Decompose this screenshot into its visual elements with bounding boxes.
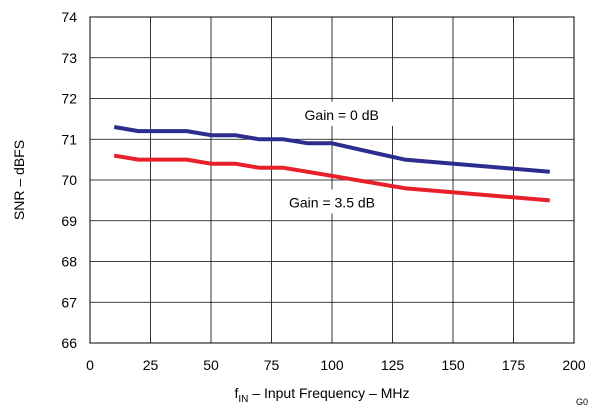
y-tick-label: 73 <box>61 50 77 66</box>
series-line-1 <box>113 125 550 174</box>
y-tick-label: 70 <box>61 172 77 188</box>
x-tick-label: 200 <box>562 357 586 373</box>
plot-frame <box>89 16 575 344</box>
annotation-label: Gain = 0 dB <box>305 107 379 123</box>
series-line-2 <box>113 153 550 203</box>
y-tick-label: 72 <box>61 91 77 107</box>
x-tick-label: 75 <box>264 357 280 373</box>
y-tick-label: 68 <box>61 254 77 270</box>
y-tick-label: 67 <box>61 294 77 310</box>
x-tick-label: 50 <box>203 357 219 373</box>
y-tick-label: 71 <box>61 131 77 147</box>
x-tick-label: 175 <box>502 357 526 373</box>
figure-id: G0 <box>576 397 588 407</box>
y-tick-label: 69 <box>61 213 77 229</box>
x-tick-label: 100 <box>320 357 344 373</box>
x-tick-label: 125 <box>381 357 405 373</box>
x-axis-title-prefix: f <box>235 385 239 401</box>
y-tick-label: 66 <box>61 335 77 351</box>
tick-labels: 0 25 50 75 100 125 150 175 200 66 67 68 69 70 71 72 73 74 <box>61 9 585 373</box>
grid-lines <box>89 16 575 344</box>
x-axis-title-subscript: IN <box>238 394 248 405</box>
x-tick-label: 150 <box>441 357 465 373</box>
annotation-background <box>272 189 392 214</box>
y-axis-title: SNR – dBFS <box>11 140 27 220</box>
x-axis-title: fIN – Input Frequency – MHz <box>235 385 410 405</box>
annotation-background <box>289 101 394 126</box>
annotation-label: Gain = 3.5 dB <box>289 194 375 210</box>
series-layer <box>113 125 550 203</box>
x-axis-title-rest: – Input Frequency – MHz <box>248 385 409 401</box>
x-tick-label: 0 <box>86 357 94 373</box>
annotation-layer: Gain = 0 dB Gain = 3.5 dB <box>272 101 394 214</box>
x-tick-label: 25 <box>143 357 159 373</box>
y-tick-label: 74 <box>61 9 77 25</box>
